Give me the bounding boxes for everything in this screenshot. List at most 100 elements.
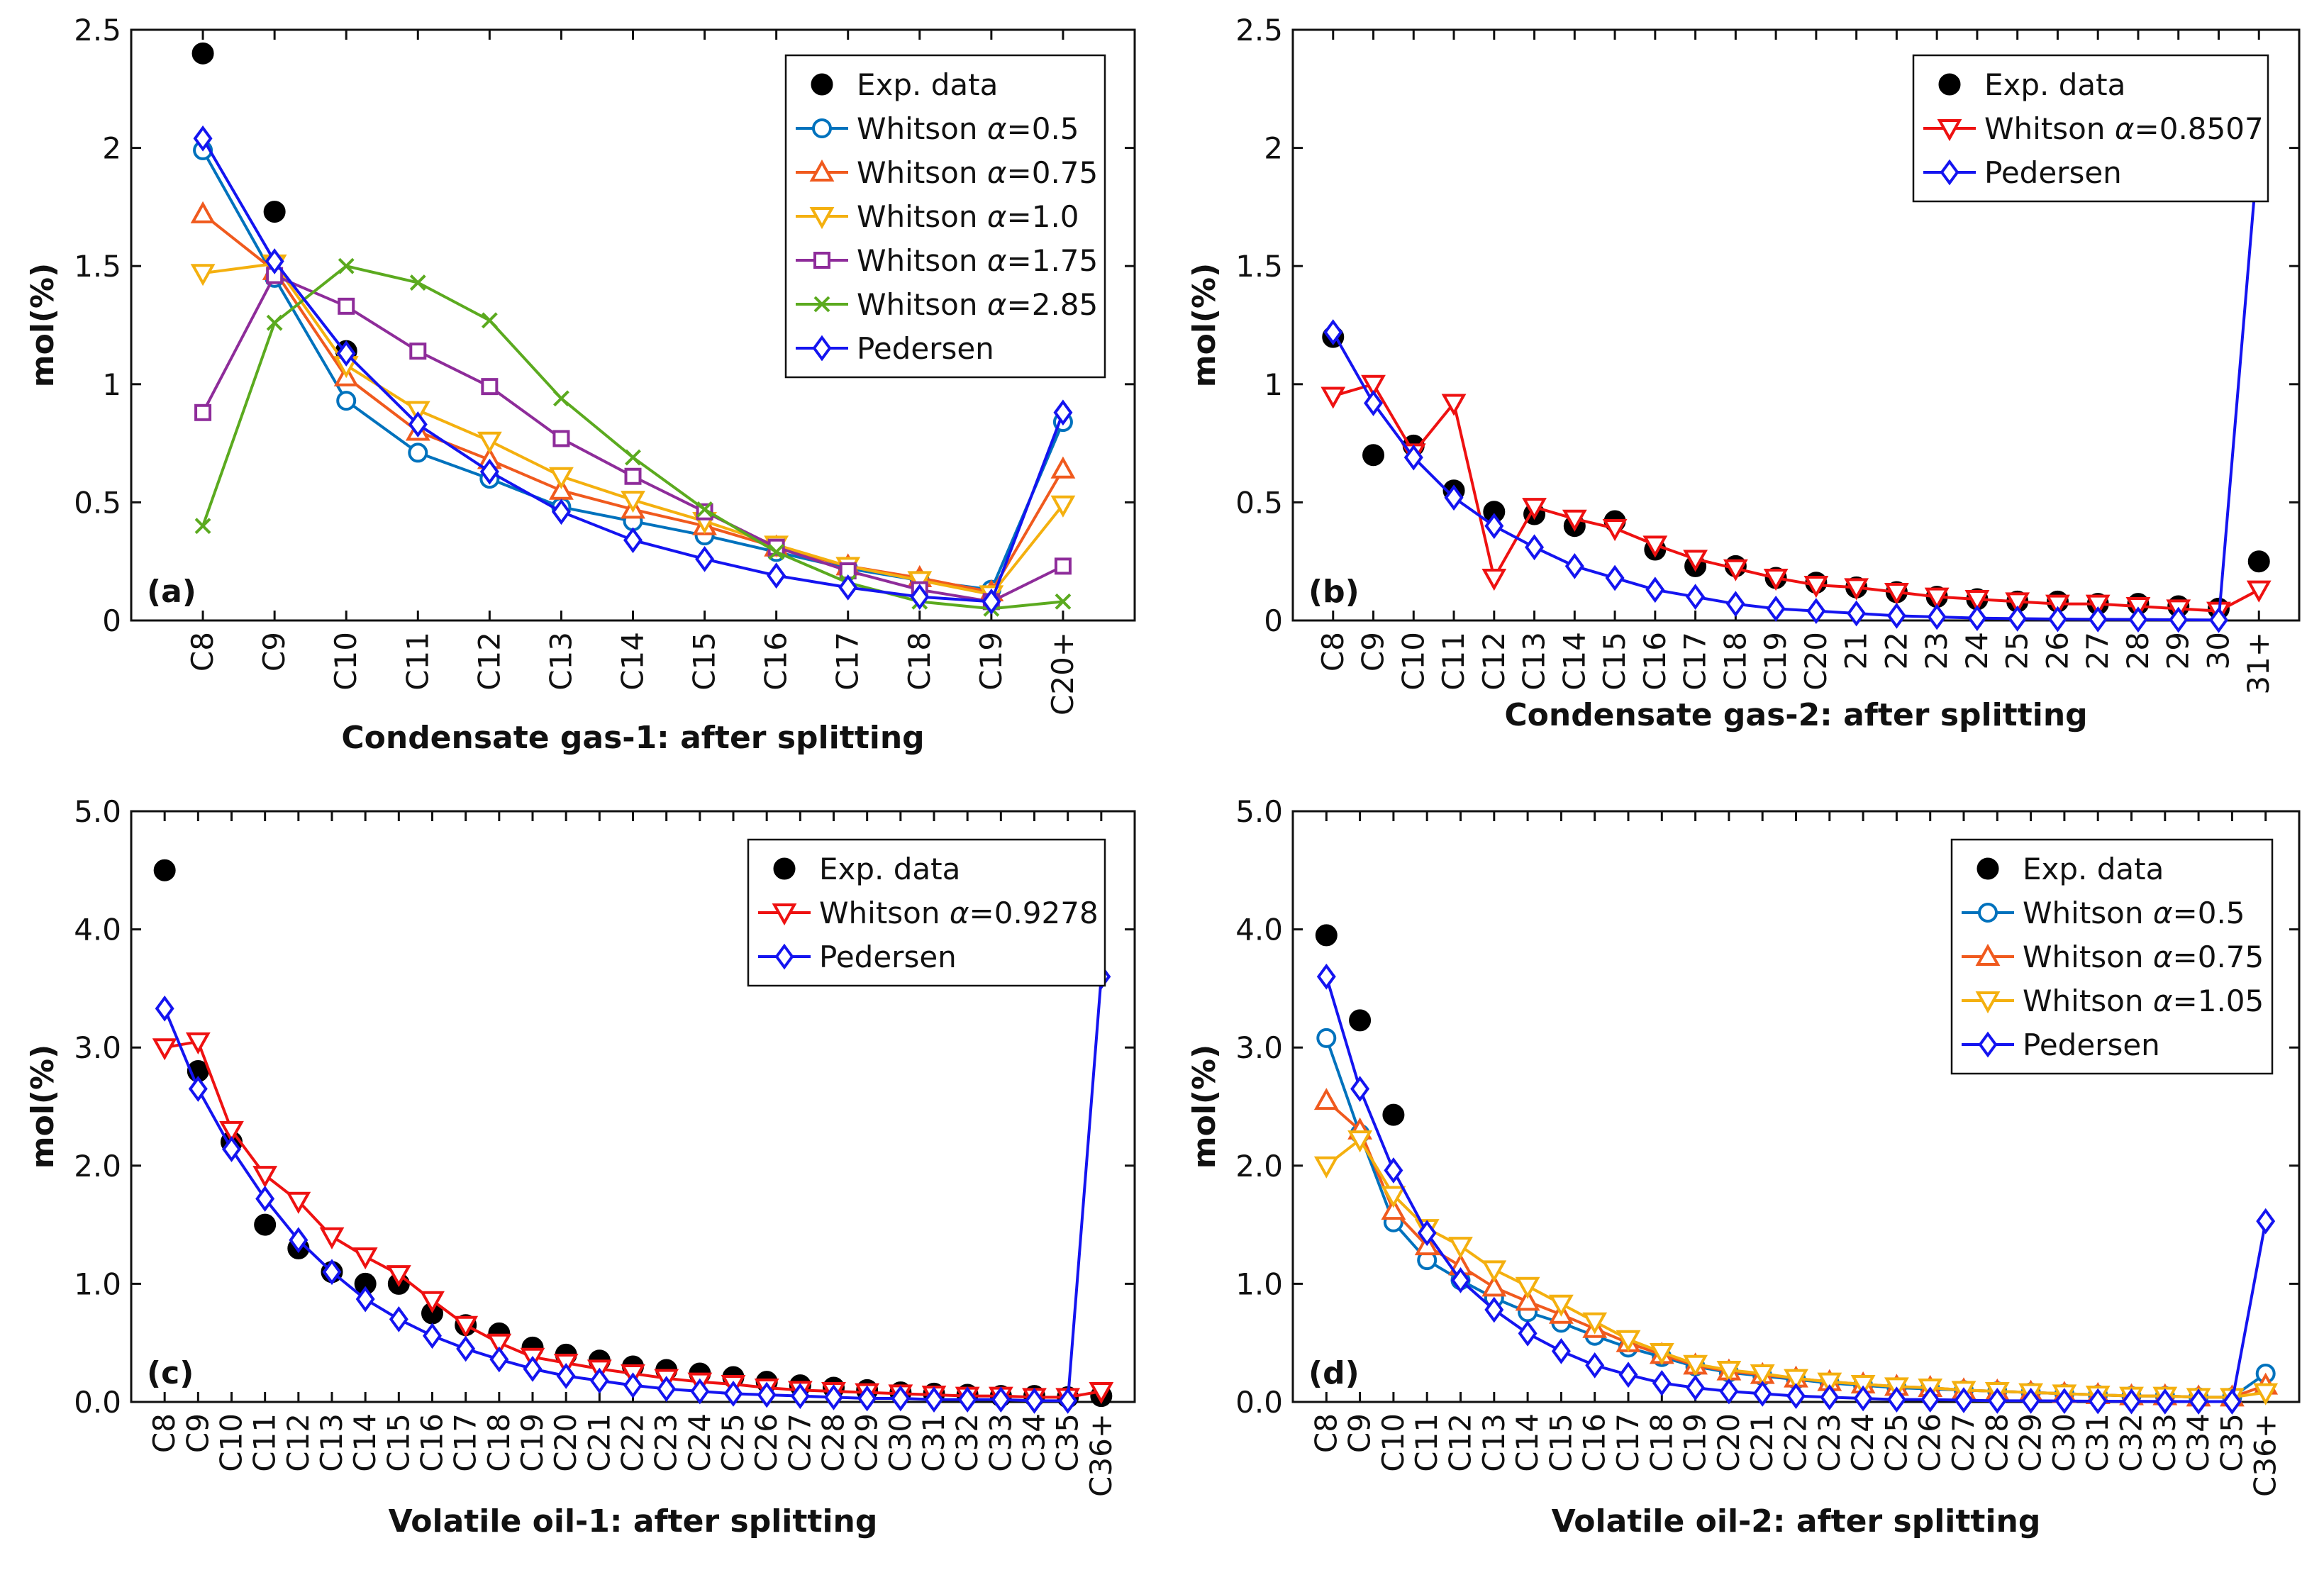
data-point xyxy=(790,1383,810,1410)
x-tick-label: C16 xyxy=(1577,1413,1612,1472)
legend-marker xyxy=(772,903,797,926)
x-tick-label: C25 xyxy=(1879,1413,1913,1472)
panel-tag: (d) xyxy=(1308,1355,1360,1391)
series-0 xyxy=(191,42,357,362)
data-point xyxy=(420,1291,445,1313)
data-point xyxy=(1763,569,1789,591)
data-point xyxy=(1441,394,1467,416)
x-tick-label: C16 xyxy=(759,632,794,691)
series-1 xyxy=(1321,374,2272,624)
x-tick-label: 26 xyxy=(2040,632,2074,669)
x-tick-label: 22 xyxy=(1879,632,1913,669)
legend-entry: Exp. data xyxy=(773,852,960,886)
x-tick-label: C8 xyxy=(1308,1413,1343,1453)
legend-label: Whitson α=1.05 xyxy=(2023,984,2264,1018)
x-tick-label: C15 xyxy=(1543,1413,1578,1472)
x-tick-label: C31 xyxy=(916,1413,951,1472)
x-tick-label: C9 xyxy=(1342,1413,1377,1453)
x-tick-label: C22 xyxy=(1779,1413,1813,1472)
series-0 xyxy=(1315,924,1405,1126)
x-tick-label: C20+ xyxy=(1045,632,1080,716)
data-point xyxy=(456,1335,476,1362)
x-tick-label: C12 xyxy=(1477,632,1511,691)
x-tick-label: C30 xyxy=(2047,1413,2081,1472)
data-point xyxy=(190,201,216,223)
data-point xyxy=(319,1227,345,1249)
legend-marker xyxy=(1978,903,1998,923)
data-point xyxy=(690,1378,710,1405)
legend-marker xyxy=(1937,119,1962,142)
series-2 xyxy=(1323,128,2269,633)
data-point xyxy=(768,543,785,560)
y-tick-label: 1.5 xyxy=(1235,249,1283,284)
legend-entry: Pedersen xyxy=(1923,155,2122,190)
data-point xyxy=(1381,1198,1406,1220)
data-point xyxy=(625,449,641,466)
data-point xyxy=(2128,606,2148,633)
data-point xyxy=(338,297,355,315)
data-point xyxy=(1924,587,1950,610)
x-tick-label: C32 xyxy=(2114,1413,2149,1472)
data-point xyxy=(910,584,930,611)
y-tick-label: 1.0 xyxy=(74,1266,121,1301)
x-tick-label: C28 xyxy=(816,1413,851,1472)
data-point xyxy=(1484,1296,1504,1323)
data-point xyxy=(1920,1386,1940,1413)
data-point xyxy=(1967,605,1987,632)
x-tick-label: 29 xyxy=(2161,632,2196,669)
legend-entry: Whitson α=0.8507 xyxy=(1923,111,2264,146)
data-point xyxy=(219,1120,244,1143)
data-point xyxy=(767,562,786,589)
y-tick-label: 3.0 xyxy=(74,1030,121,1065)
data-point xyxy=(1451,1267,1470,1293)
x-tick-label: C17 xyxy=(830,632,865,691)
data-point xyxy=(252,1166,278,1188)
data-point xyxy=(1313,1156,1339,1179)
x-tick-label: C11 xyxy=(400,632,435,691)
data-point xyxy=(1384,1157,1403,1184)
x-tick-label: C12 xyxy=(1443,1413,1478,1472)
legend-marker xyxy=(812,335,832,362)
legend-entry: Whitson α=1.05 xyxy=(1962,984,2264,1018)
data-point xyxy=(696,501,713,518)
data-point xyxy=(1803,576,1829,599)
y-tick-label: 2.0 xyxy=(1235,1149,1283,1184)
data-point xyxy=(1316,963,1336,990)
data-point xyxy=(386,1265,411,1288)
data-point xyxy=(191,42,214,65)
data-point xyxy=(991,1386,1011,1413)
data-point xyxy=(1444,484,1464,511)
data-point xyxy=(695,545,715,572)
data-point xyxy=(1642,535,1668,558)
chart-panel-b: 0 0.5 1 1.5 2 2.5 C8 C9 C10 C11 C12 C13 C14 C15 C16 C17… xyxy=(1186,13,2301,733)
data-point xyxy=(1313,1088,1339,1110)
legend: Exp. data Whitson α=0.5 Whitson α=0.75 Whit… xyxy=(784,54,1106,379)
legend-label: Exp. data xyxy=(819,852,960,886)
data-point xyxy=(1645,577,1665,603)
x-tick-label: C30 xyxy=(883,1413,918,1472)
x-tick-label: C12 xyxy=(281,1413,316,1472)
data-point xyxy=(1686,1374,1706,1401)
data-point xyxy=(1315,924,1338,947)
x-tick-label: C24 xyxy=(682,1413,717,1472)
data-point xyxy=(1321,386,1346,409)
data-point xyxy=(1316,1028,1337,1048)
x-tick-label: 25 xyxy=(2000,632,2035,669)
y-tick-label: 4.0 xyxy=(74,913,121,947)
data-point xyxy=(1602,519,1628,542)
x-tick-label: C34 xyxy=(1017,1413,1052,1472)
x-tick-label: 21 xyxy=(1839,632,1874,669)
data-point xyxy=(1548,1294,1574,1317)
data-point xyxy=(336,391,357,411)
x-tick-label: C11 xyxy=(1436,632,1471,691)
legend-label: Pedersen xyxy=(1984,155,2122,190)
data-point xyxy=(1522,498,1547,520)
data-point xyxy=(1927,603,1947,630)
data-point xyxy=(1853,1385,1873,1412)
chart-panel-c: 0.0 1.0 2.0 3.0 4.0 5.0 C8C9C10C11C12C13C14C15… xyxy=(25,794,1136,1540)
legend-marker xyxy=(1976,857,1999,880)
data-point xyxy=(185,1032,211,1054)
legend: Exp. data Whitson α=0.9278 Pedersen xyxy=(747,838,1106,987)
x-tick-label: C14 xyxy=(348,1413,382,1472)
